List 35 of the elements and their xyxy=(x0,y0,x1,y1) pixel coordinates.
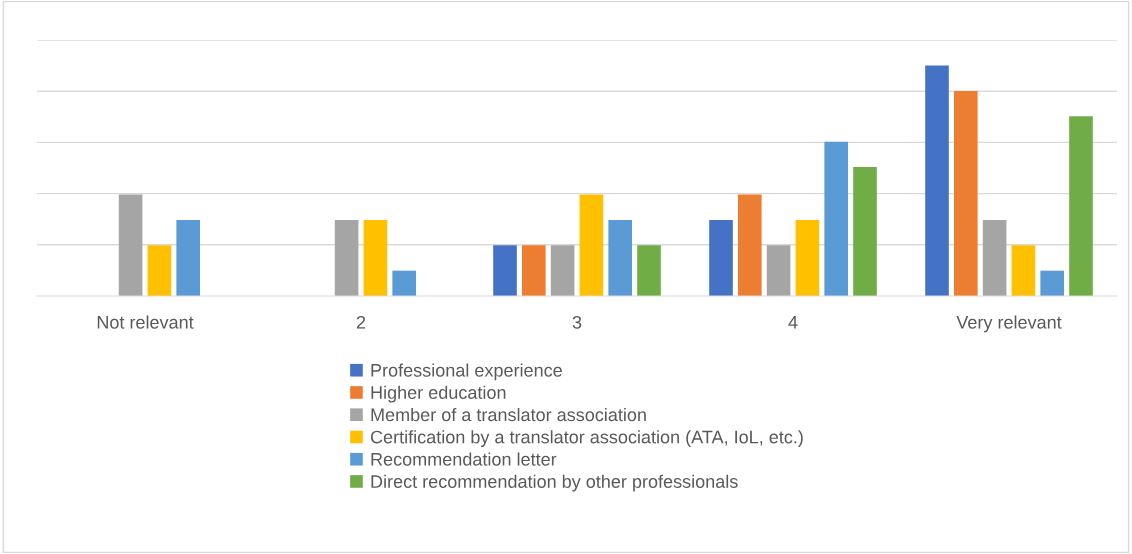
bar xyxy=(579,194,604,296)
bar xyxy=(709,219,733,296)
legend-label: Recommendation letter xyxy=(371,452,557,466)
legend-label: Higher education xyxy=(371,385,506,403)
bar xyxy=(982,219,1007,296)
bar xyxy=(737,194,762,296)
x-tick-label: Not relevant xyxy=(97,315,194,329)
bar xyxy=(1069,116,1093,296)
x-tick-label: 4 xyxy=(788,316,798,329)
bar xyxy=(1011,245,1036,296)
bar xyxy=(118,194,143,296)
x-tick-label: 2 xyxy=(356,315,366,329)
bar xyxy=(334,219,359,296)
bar xyxy=(766,245,791,296)
bar xyxy=(608,219,633,296)
bar xyxy=(147,245,172,296)
legend-label: Member of a translator association xyxy=(371,407,646,422)
x-tick-label: 3 xyxy=(572,315,582,329)
legend-label: Direct recommendation by other professionals xyxy=(371,474,738,492)
legend-label: Certification by a translator association (ATA, IoL, etc.) xyxy=(370,430,803,448)
bar xyxy=(176,219,201,296)
bar xyxy=(493,245,517,296)
bar xyxy=(1040,270,1065,296)
bar xyxy=(795,219,820,296)
bar xyxy=(521,245,546,296)
legend-label: Professional experience xyxy=(371,363,562,381)
bar xyxy=(824,141,849,296)
bar xyxy=(363,219,388,296)
bar xyxy=(853,166,877,296)
bar xyxy=(550,245,575,296)
bar xyxy=(925,65,949,296)
bar xyxy=(953,90,978,296)
bar xyxy=(392,270,417,296)
bar xyxy=(637,245,661,296)
x-tick-label: Very relevant xyxy=(956,315,1062,333)
